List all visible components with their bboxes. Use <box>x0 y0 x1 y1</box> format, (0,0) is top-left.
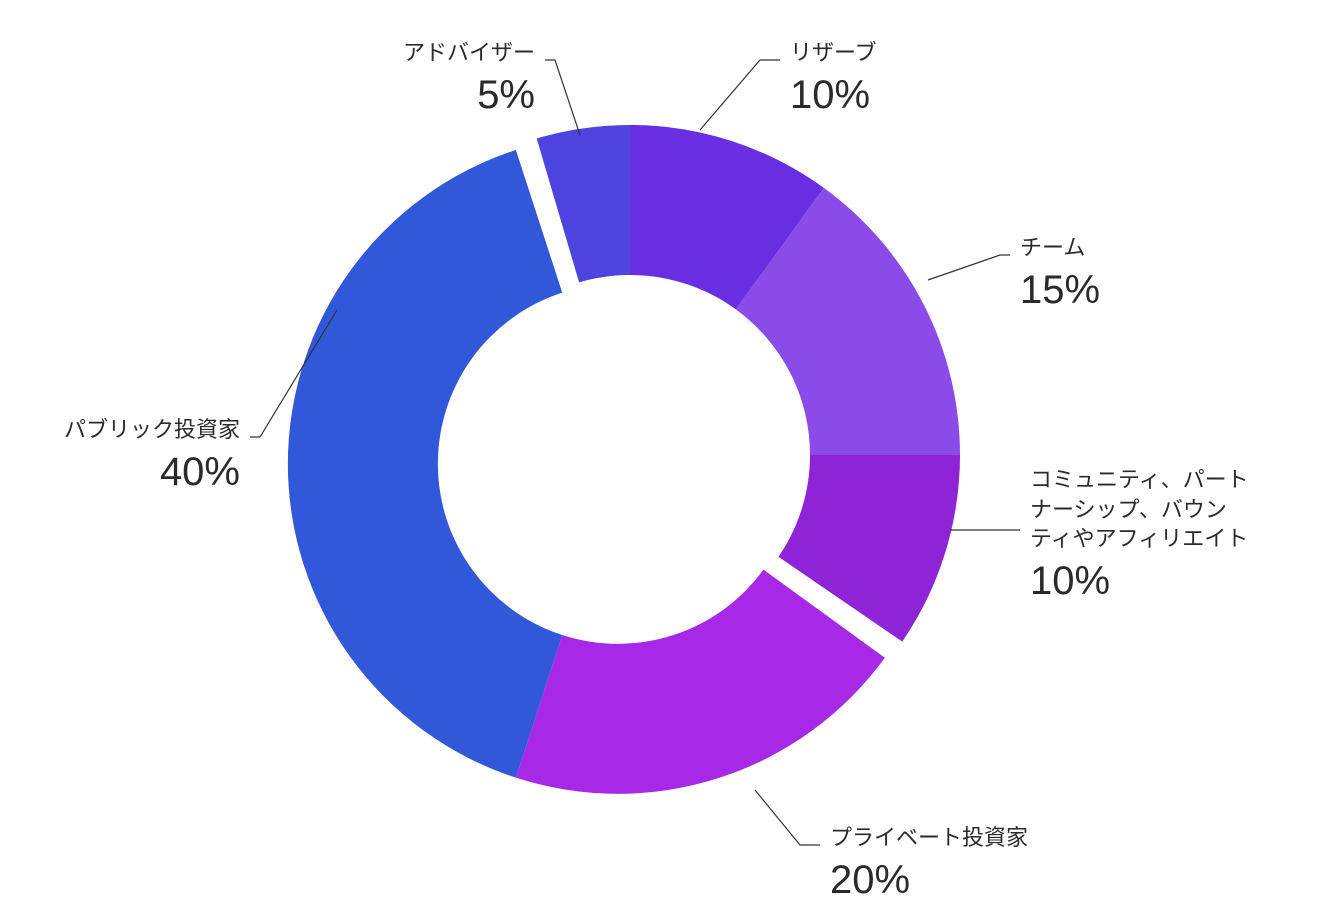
label-name-reserve: リザーブ <box>790 38 877 68</box>
label-pct-team: 15% <box>1020 263 1100 317</box>
label-name-public: パブリック投資家 <box>64 415 240 445</box>
label-pct-community: 10% <box>1030 554 1249 608</box>
label-pct-private: 20% <box>830 853 1028 907</box>
label-pct-advisor: 5% <box>403 68 535 122</box>
leader-advisor <box>545 60 580 135</box>
label-name-community: コミュニティ、パート <box>1030 465 1249 495</box>
label-name-private: プライベート投資家 <box>830 823 1028 853</box>
leader-private <box>755 790 820 845</box>
label-pct-reserve: 10% <box>790 68 877 122</box>
label-name-community-1: ナーシップ、バウン <box>1030 495 1249 525</box>
label-private: プライベート投資家20% <box>830 823 1028 907</box>
label-pct-public: 40% <box>64 445 240 499</box>
label-advisor: アドバイザー5% <box>403 38 535 122</box>
label-team: チーム15% <box>1020 233 1100 317</box>
leader-reserve <box>700 60 780 130</box>
label-name-team: チーム <box>1020 233 1100 263</box>
slice-public <box>288 150 562 778</box>
label-community: コミュニティ、パートナーシップ、バウンティやアフィリエイト10% <box>1030 465 1249 608</box>
label-name-community-2: ティやアフィリエイト <box>1030 524 1249 554</box>
label-name-advisor: アドバイザー <box>403 38 535 68</box>
label-public: パブリック投資家40% <box>64 415 240 499</box>
leader-team <box>928 255 1010 280</box>
label-reserve: リザーブ10% <box>790 38 877 122</box>
